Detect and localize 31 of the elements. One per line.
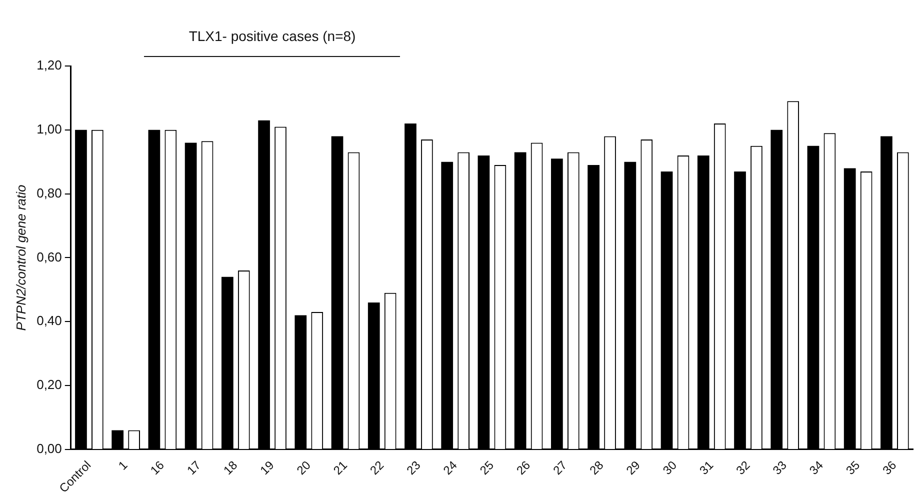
x-tick-label: 21	[330, 458, 350, 478]
y-axis-title: PTPN2/control gene ratio	[13, 184, 28, 331]
x-tick-label: 26	[514, 458, 534, 478]
x-tick-label: 34	[806, 458, 826, 478]
y-tick-label: 1,00	[36, 121, 62, 136]
x-tick-label: 32	[733, 458, 753, 478]
x-tick-label: 36	[880, 458, 900, 478]
y-tick-label: 0,00	[36, 441, 62, 456]
x-tick-label: 27	[550, 458, 570, 478]
y-tick-label: 0,20	[36, 377, 62, 392]
x-tick-label: 16	[148, 458, 168, 478]
y-tick-label: 0,60	[36, 249, 62, 264]
y-tick-label: 1,20	[36, 58, 62, 73]
y-tick-label: 0,80	[36, 185, 62, 200]
x-tick-label: 23	[404, 458, 424, 478]
x-tick-label: 31	[696, 458, 716, 478]
x-tick-label: 28	[586, 458, 606, 478]
x-tick-label: 35	[843, 458, 863, 478]
y-tick-label: 0,40	[36, 313, 62, 328]
x-tick-label: 17	[184, 458, 204, 478]
text: TLX1- positive cases (n=8)	[188, 28, 356, 44]
x-tick-label: 1	[116, 458, 131, 473]
x-tick-label: 20	[294, 458, 314, 478]
x-tick-label: 29	[624, 458, 644, 478]
x-tick-label: 19	[257, 458, 277, 478]
x-tick-label: 25	[477, 458, 497, 478]
x-tick-label: 22	[367, 458, 387, 478]
x-tick-label: 33	[770, 458, 790, 478]
x-tick-label: 30	[660, 458, 680, 478]
x-tick-label: 18	[220, 458, 240, 478]
x-tick-label: 24	[440, 458, 460, 478]
